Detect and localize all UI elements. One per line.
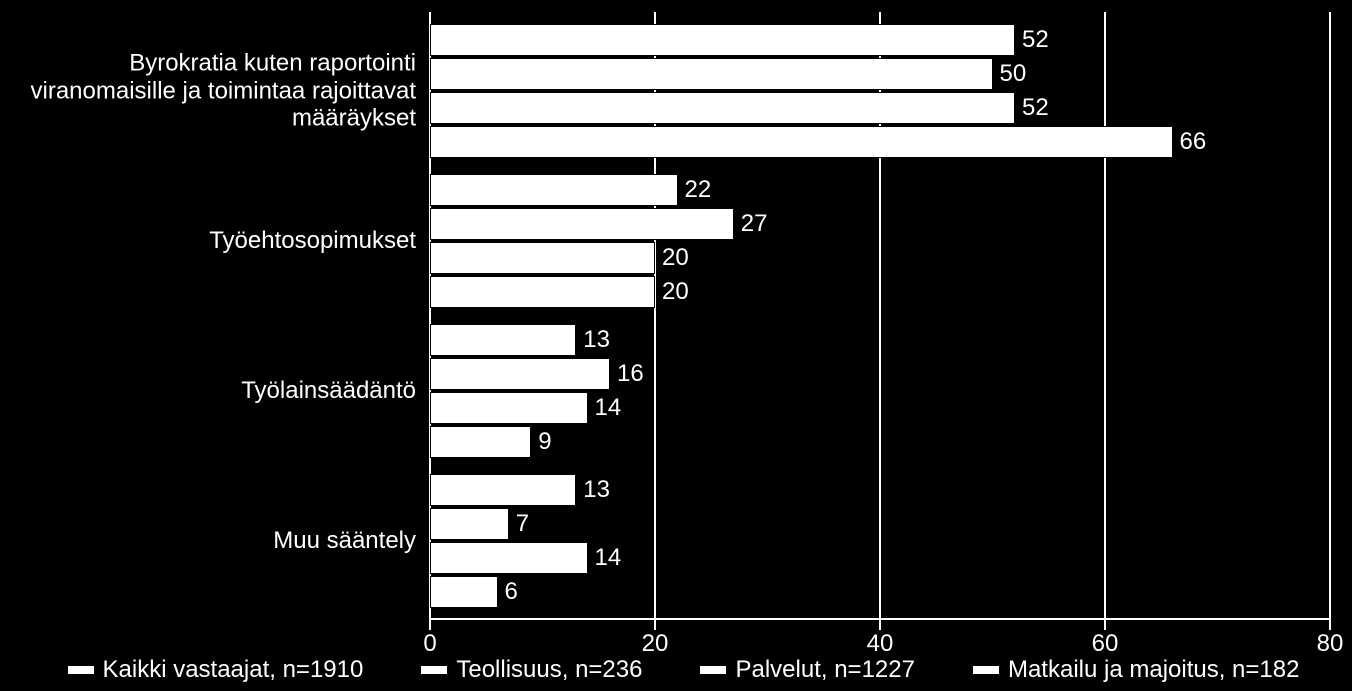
- legend-item: Palvelut, n=1227: [699, 656, 914, 684]
- bar: 9: [430, 426, 531, 458]
- bar: 50: [430, 58, 993, 90]
- bar-group: Muu sääntely137146: [430, 474, 1330, 608]
- legend-swatch: [972, 665, 1000, 675]
- legend-item: Matkailu ja majoitus, n=182: [972, 656, 1300, 684]
- bar: 20: [430, 276, 655, 308]
- bar-group: Byrokratia kuten raportointi viranomaisi…: [430, 24, 1330, 158]
- category-label: Muu sääntely: [20, 527, 430, 555]
- bar-value-label: 6: [497, 578, 518, 606]
- bar-value-label: 22: [677, 176, 712, 204]
- bar: 6: [430, 576, 498, 608]
- bar: 14: [430, 392, 588, 424]
- x-tick: [654, 620, 656, 630]
- bar-value-label: 50: [992, 60, 1027, 88]
- bar-value-label: 52: [1014, 26, 1049, 54]
- legend-label: Matkailu ja majoitus, n=182: [1008, 656, 1300, 684]
- x-tick: [879, 620, 881, 630]
- bar: 52: [430, 24, 1015, 56]
- bar-value-label: 9: [530, 428, 551, 456]
- x-tick: [1104, 620, 1106, 630]
- bar-group: Työehtosopimukset22272020: [430, 174, 1330, 308]
- bar: 20: [430, 242, 655, 274]
- bar-value-label: 14: [587, 394, 622, 422]
- legend-swatch: [420, 665, 448, 675]
- bar-value-label: 13: [575, 476, 610, 504]
- bar-value-label: 52: [1014, 94, 1049, 122]
- legend-label: Kaikki vastaajat, n=1910: [103, 656, 364, 684]
- bar-group: Työlainsäädäntö1316149: [430, 324, 1330, 458]
- category-label: Työlainsäädäntö: [20, 377, 430, 405]
- legend-label: Teollisuus, n=236: [456, 656, 642, 684]
- bar-value-label: 66: [1172, 128, 1207, 156]
- category-label: Byrokratia kuten raportointi viranomaisi…: [20, 50, 430, 133]
- bar: 13: [430, 474, 576, 506]
- bar: 14: [430, 542, 588, 574]
- legend-item: Kaikki vastaajat, n=1910: [67, 656, 364, 684]
- bar: 66: [430, 126, 1173, 158]
- bar-value-label: 14: [587, 544, 622, 572]
- x-tick: [1329, 620, 1331, 630]
- x-tick: [429, 620, 431, 630]
- bar-value-label: 7: [508, 510, 529, 538]
- legend: Kaikki vastaajat, n=1910 Teollisuus, n=23…: [38, 651, 1328, 687]
- bar-value-label: 20: [654, 244, 689, 272]
- legend-swatch: [67, 665, 95, 675]
- legend-label: Palvelut, n=1227: [735, 656, 914, 684]
- bar: 27: [430, 208, 734, 240]
- category-label: Työehtosopimukset: [20, 227, 430, 255]
- bar: 13: [430, 324, 576, 356]
- bar: 16: [430, 358, 610, 390]
- bar: 22: [430, 174, 678, 206]
- bar-value-label: 13: [575, 326, 610, 354]
- bar-value-label: 27: [733, 210, 768, 238]
- bar: 52: [430, 92, 1015, 124]
- legend-item: Teollisuus, n=236: [420, 656, 642, 684]
- legend-swatch: [699, 665, 727, 675]
- bar: 7: [430, 508, 509, 540]
- bar-value-label: 16: [609, 360, 644, 388]
- bar-value-label: 20: [654, 278, 689, 306]
- chart-container: 020406080Byrokratia kuten raportointi vi…: [0, 0, 1352, 691]
- plot-area: 020406080Byrokratia kuten raportointi vi…: [430, 12, 1330, 620]
